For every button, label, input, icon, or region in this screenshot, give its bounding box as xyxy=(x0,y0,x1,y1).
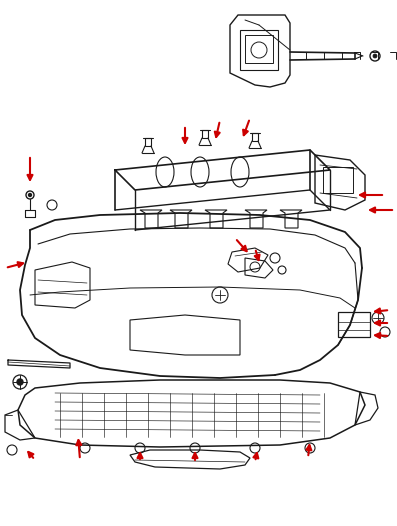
Bar xyxy=(323,167,353,193)
Circle shape xyxy=(29,194,31,197)
Bar xyxy=(338,312,370,337)
Circle shape xyxy=(373,54,377,58)
Circle shape xyxy=(17,379,23,385)
